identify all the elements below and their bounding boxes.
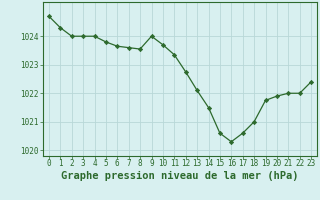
X-axis label: Graphe pression niveau de la mer (hPa): Graphe pression niveau de la mer (hPa) xyxy=(61,171,299,181)
